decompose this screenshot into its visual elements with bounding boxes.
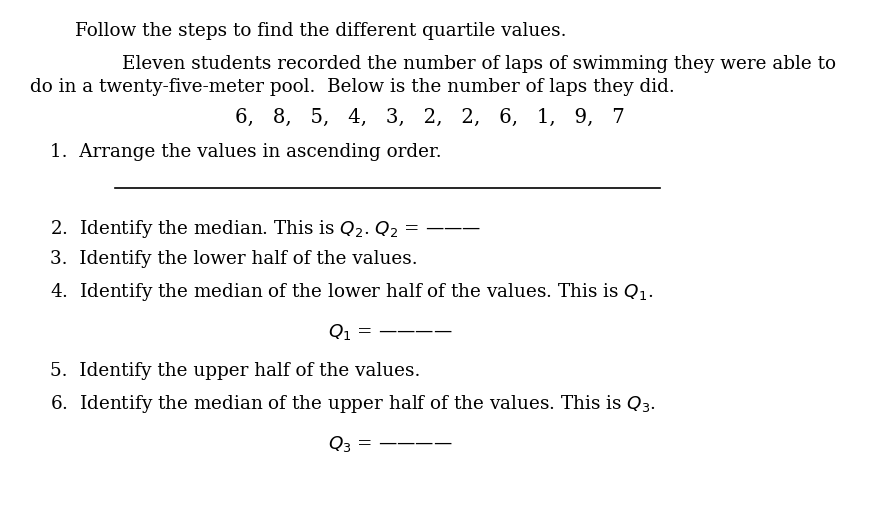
Text: 6.  Identify the median of the upper half of the values. This is $Q_3$.: 6. Identify the median of the upper half… <box>50 393 656 415</box>
Text: 3.  Identify the lower half of the values.: 3. Identify the lower half of the values… <box>50 250 417 268</box>
Text: 5.  Identify the upper half of the values.: 5. Identify the upper half of the values… <box>50 362 420 380</box>
Text: 6,   8,   5,   4,   3,   2,   2,   6,   1,   9,   7: 6, 8, 5, 4, 3, 2, 2, 6, 1, 9, 7 <box>235 108 625 127</box>
Text: 1.  Arrange the values in ascending order.: 1. Arrange the values in ascending order… <box>50 143 442 161</box>
Text: 4.  Identify the median of the lower half of the values. This is $Q_1$.: 4. Identify the median of the lower half… <box>50 281 654 303</box>
Text: Follow the steps to find the different quartile values.: Follow the steps to find the different q… <box>75 22 567 40</box>
Text: do in a twenty-five-meter pool.  Below is the number of laps they did.: do in a twenty-five-meter pool. Below is… <box>30 78 675 96</box>
Text: $Q_1$ = ————: $Q_1$ = ———— <box>327 322 452 342</box>
Text: Eleven students recorded the number of laps of swimming they were able to: Eleven students recorded the number of l… <box>75 55 836 73</box>
Text: $Q_3$ = ————: $Q_3$ = ———— <box>327 434 452 454</box>
Text: 2.  Identify the median. This is $Q_2$. $Q_2$ = ———: 2. Identify the median. This is $Q_2$. $… <box>50 218 481 240</box>
